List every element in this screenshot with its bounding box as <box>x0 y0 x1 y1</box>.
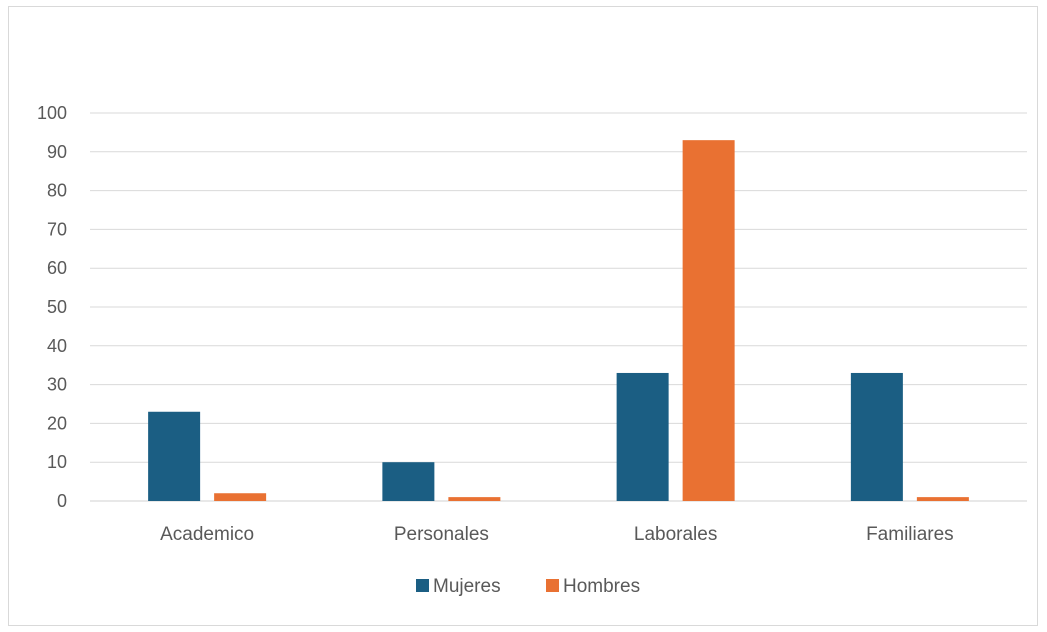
y-tick-label: 100 <box>37 103 67 123</box>
y-tick-label: 20 <box>47 413 67 433</box>
x-category-label: Academico <box>160 524 254 545</box>
legend-label-mujeres: Mujeres <box>433 576 501 597</box>
y-axis-tick-labels: 0 10 20 30 40 50 60 70 80 90 100 <box>37 103 67 511</box>
x-axis-category-labels: Academico Personales Laborales Familiares <box>160 524 954 545</box>
legend-swatch-mujeres <box>416 579 429 592</box>
x-category-label: Familiares <box>866 524 954 545</box>
bar-mujeres-laborales <box>616 372 669 501</box>
legend-label-hombres: Hombres <box>563 576 640 597</box>
bar-hombres-familiares <box>916 497 969 501</box>
y-tick-label: 50 <box>47 297 67 317</box>
bar-hombres-laborales <box>682 140 735 501</box>
y-tick-label: 0 <box>57 491 67 511</box>
bar-mujeres-personales <box>382 462 435 501</box>
bar-mujeres-familiares <box>850 372 903 501</box>
bar-mujeres-academico <box>148 411 201 501</box>
y-tick-label: 10 <box>47 452 67 472</box>
y-tick-label: 70 <box>47 219 67 239</box>
y-tick-label: 30 <box>47 375 67 395</box>
bar-hombres-academico <box>214 493 267 501</box>
x-category-label: Personales <box>394 524 489 545</box>
legend-swatch-hombres <box>546 579 559 592</box>
bar-hombres-personales <box>448 497 501 501</box>
chart-area <box>8 6 1038 626</box>
y-tick-label: 40 <box>47 336 67 356</box>
y-tick-label: 90 <box>47 142 67 162</box>
legend: Mujeres Hombres <box>416 576 640 597</box>
y-tick-label: 60 <box>47 258 67 278</box>
x-category-label: Laborales <box>634 524 717 545</box>
y-tick-label: 80 <box>47 181 67 201</box>
bars <box>148 140 969 501</box>
